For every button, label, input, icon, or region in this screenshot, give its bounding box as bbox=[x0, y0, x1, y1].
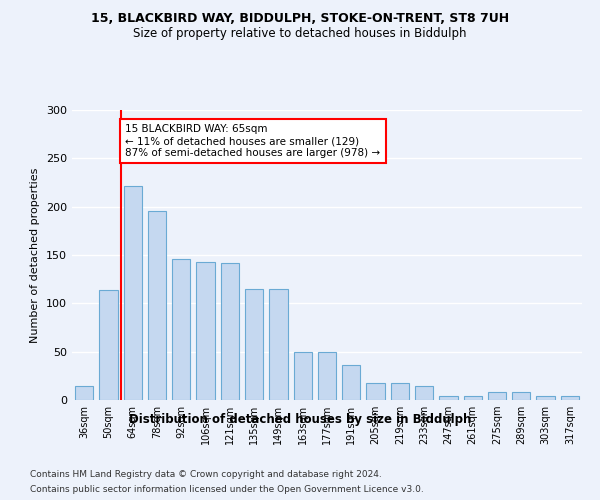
Bar bbox=[367, 382, 385, 400]
Bar bbox=[221, 262, 239, 400]
Bar bbox=[561, 396, 579, 400]
Bar bbox=[100, 290, 118, 400]
Text: 15 BLACKBIRD WAY: 65sqm
← 11% of detached houses are smaller (129)
87% of semi-d: 15 BLACKBIRD WAY: 65sqm ← 11% of detache… bbox=[125, 124, 380, 158]
Bar bbox=[124, 186, 142, 400]
Bar bbox=[415, 386, 433, 400]
Bar bbox=[172, 259, 190, 400]
Bar bbox=[293, 352, 312, 400]
Bar bbox=[269, 289, 287, 400]
Bar bbox=[512, 392, 530, 400]
Bar bbox=[148, 210, 166, 400]
Bar bbox=[391, 382, 409, 400]
Y-axis label: Number of detached properties: Number of detached properties bbox=[31, 168, 40, 342]
Bar bbox=[488, 392, 506, 400]
Text: Distribution of detached houses by size in Biddulph: Distribution of detached houses by size … bbox=[129, 412, 471, 426]
Bar bbox=[342, 365, 361, 400]
Bar bbox=[439, 396, 458, 400]
Text: Contains HM Land Registry data © Crown copyright and database right 2024.: Contains HM Land Registry data © Crown c… bbox=[30, 470, 382, 479]
Bar bbox=[464, 396, 482, 400]
Text: 15, BLACKBIRD WAY, BIDDULPH, STOKE-ON-TRENT, ST8 7UH: 15, BLACKBIRD WAY, BIDDULPH, STOKE-ON-TR… bbox=[91, 12, 509, 26]
Bar bbox=[245, 289, 263, 400]
Bar bbox=[536, 396, 554, 400]
Text: Contains public sector information licensed under the Open Government Licence v3: Contains public sector information licen… bbox=[30, 485, 424, 494]
Bar bbox=[318, 352, 336, 400]
Text: Size of property relative to detached houses in Biddulph: Size of property relative to detached ho… bbox=[133, 28, 467, 40]
Bar bbox=[75, 386, 93, 400]
Bar bbox=[196, 262, 215, 400]
